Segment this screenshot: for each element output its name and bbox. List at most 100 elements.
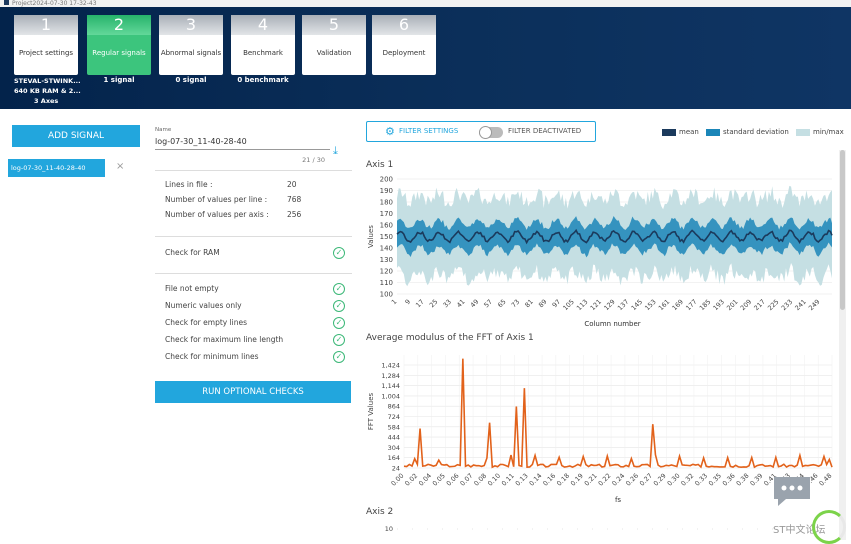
y-tick-label: 164	[388, 454, 400, 462]
y-tick-label: 1,424	[381, 362, 400, 370]
x-tick-label: 0.30	[666, 472, 682, 488]
x-tick-label: 25	[428, 298, 440, 310]
filter-toggle[interactable]	[479, 126, 503, 139]
chat-icon[interactable]	[772, 475, 812, 507]
y-tick-label: 180	[380, 199, 393, 207]
y-tick-label: 100	[380, 291, 393, 299]
x-tick-label: 0.35	[707, 472, 723, 488]
step-label: Abnormal signals	[160, 49, 222, 57]
legend-minmax: min/max	[796, 128, 844, 136]
x-tick-label: 217	[752, 298, 766, 312]
x-tick-label: 185	[698, 298, 712, 312]
x-tick-label: 0.39	[748, 472, 764, 488]
y-tick-label: 160	[380, 222, 393, 230]
lines-in-file: Lines in file : 20	[155, 177, 352, 192]
step-sub-abnormal: 0 signal	[175, 76, 207, 84]
x-tick-label: 241	[793, 298, 807, 312]
check-ok-icon: ✓	[333, 317, 345, 329]
step-regular-signals[interactable]: 2 Regular signals	[87, 15, 151, 75]
scrollbar-track[interactable]	[839, 150, 846, 540]
x-tick-label: 0.04	[417, 472, 433, 488]
remove-signal-icon[interactable]: ×	[116, 161, 125, 172]
filter-settings-bar[interactable]: ⚙ FILTER SETTINGS FILTER DEACTIVATED	[366, 121, 596, 142]
loading-spinner	[812, 510, 846, 544]
y-tick-label: 190	[380, 187, 393, 195]
file-checks-block: File not empty ✓ Numeric values only ✓ Che…	[155, 273, 352, 365]
legend-label: min/max	[813, 128, 844, 136]
y-tick-label: 140	[380, 245, 393, 253]
fft-chart: 24 164 304 444 584 724 864 1,004 1,144 1,284 1,424…	[367, 355, 833, 504]
download-icon[interactable]: ⤓	[333, 144, 338, 157]
y-tick-label: 170	[380, 210, 393, 218]
values-per-axis: Number of values per axis : 256	[155, 207, 352, 222]
check-label: Check for empty lines	[165, 318, 248, 327]
check-ok-icon: ✓	[333, 283, 345, 295]
x-tick-label: 0.06	[445, 472, 461, 488]
ram-check-block: Check for RAM ✓	[155, 236, 352, 267]
check-ram: Check for RAM ✓	[155, 244, 352, 261]
signal-name-input[interactable]: log-07-30_11-40-28-40	[155, 137, 330, 150]
step-label: Benchmark	[243, 49, 283, 57]
x-tick-label: 41	[455, 298, 467, 310]
x-tick-label: 0.13	[514, 472, 530, 488]
legend-mean: mean	[662, 128, 699, 136]
signal-list-item[interactable]: log-07-30_11-40-28-40	[8, 159, 105, 177]
run-optional-checks-button[interactable]: RUN OPTIONAL CHECKS	[155, 381, 351, 403]
y-tick-label: 110	[380, 279, 393, 287]
x-tick-label: 0.24	[610, 472, 626, 488]
x-tick-label: 0.22	[597, 472, 613, 488]
legend-swatch	[796, 128, 810, 136]
legend-std: standard deviation	[706, 128, 789, 136]
step-benchmark[interactable]: 4 Benchmark	[231, 15, 295, 75]
step-number: 3	[159, 15, 223, 35]
x-tick-label: 0.02	[403, 472, 419, 488]
x-tick-label: 161	[657, 298, 671, 312]
toggle-knob	[479, 126, 492, 139]
y-tick-label: 1,284	[381, 372, 400, 380]
y-tick-label: 150	[380, 233, 393, 241]
x-tick-label: 0.05	[431, 472, 447, 488]
legend-swatch	[662, 128, 676, 136]
x-tick-label: 0.16	[541, 472, 557, 488]
x-tick-label: 0.08	[472, 472, 488, 488]
x-tick-label: 129	[602, 298, 616, 312]
step-abnormal-signals[interactable]: 3 Abnormal signals	[159, 15, 223, 75]
gear-icon: ⚙	[385, 125, 395, 138]
add-signal-button[interactable]: ADD SIGNAL	[12, 125, 140, 147]
y-tick-label: 1,144	[381, 382, 400, 390]
check-ok-icon: ✓	[333, 334, 345, 346]
x-axis-label: Column number	[584, 320, 640, 328]
x-tick-label: 0.32	[679, 472, 695, 488]
axis2-title: Axis 2	[366, 507, 394, 517]
stat-label: Number of values per axis :	[165, 210, 269, 219]
check-label: File not empty	[165, 284, 219, 293]
stat-value: 256	[287, 210, 302, 219]
step-project-settings[interactable]: 1 Project settings	[14, 15, 78, 75]
x-tick-label: 9	[403, 298, 412, 307]
x-tick-label: 113	[575, 298, 589, 312]
device-info: STEVAL-STWINK... 640 KB RAM & 2... 3 Axe…	[14, 76, 84, 106]
x-tick-label: 49	[469, 298, 481, 310]
step-label: Deployment	[382, 49, 426, 57]
name-label: Name	[155, 127, 172, 133]
axis2-chart: 10	[385, 525, 832, 533]
step-validation[interactable]: 5 Validation	[302, 15, 366, 75]
x-tick-label: 65	[496, 298, 508, 310]
scrollbar-thumb[interactable]	[840, 150, 845, 310]
x-tick-label: 0.18	[555, 472, 571, 488]
legend-swatch	[706, 128, 720, 136]
y-tick-label: 200	[380, 176, 393, 184]
step-deployment[interactable]: 6 Deployment	[372, 15, 436, 75]
x-tick-label: 201	[725, 298, 739, 312]
y-tick-label: 10	[385, 525, 393, 533]
legend-label: mean	[679, 128, 699, 136]
x-tick-label: 0.19	[569, 472, 585, 488]
device-board: STEVAL-STWINK...	[14, 77, 81, 85]
step-number: 6	[372, 15, 436, 35]
step-label: Regular signals	[92, 49, 146, 57]
x-tick-label: 57	[482, 298, 494, 310]
check-label: Numeric values only	[165, 301, 242, 310]
check-max-line-length: Check for maximum line length ✓	[155, 331, 352, 348]
x-tick-label: 0.14	[528, 472, 544, 488]
axis1-title: Axis 1	[366, 160, 394, 170]
